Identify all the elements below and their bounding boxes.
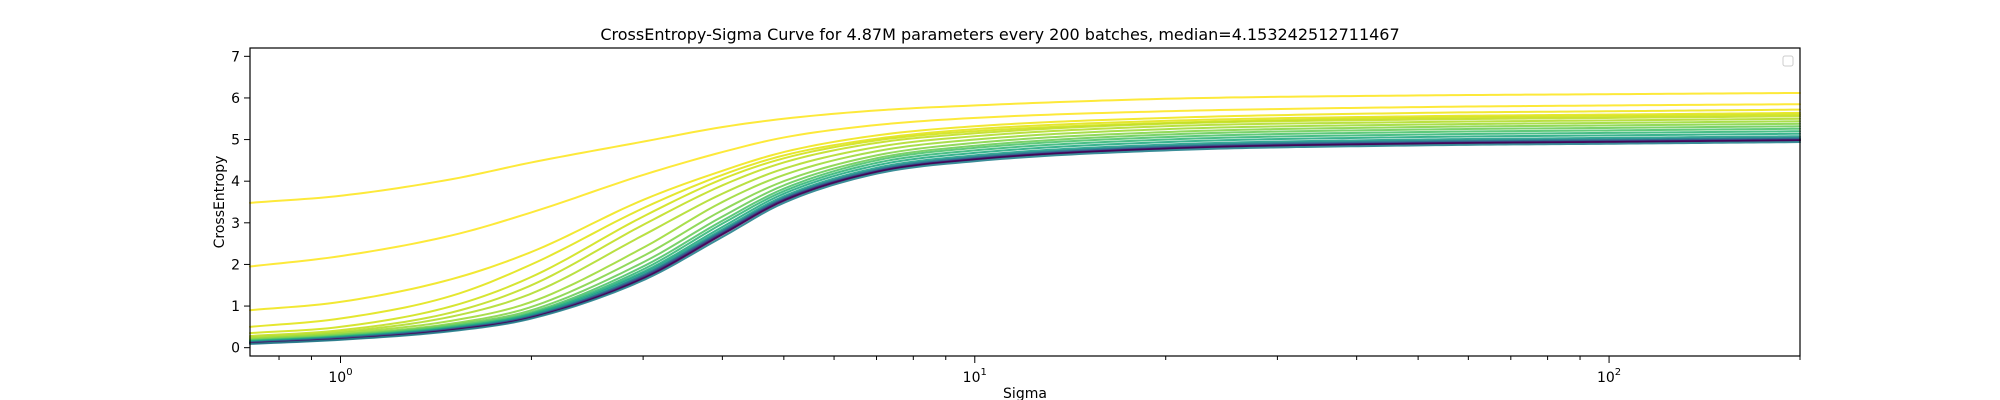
x-axis-label: Sigma	[1003, 386, 1047, 400]
x-tick-label-1: 101	[963, 367, 987, 386]
y-tick-label-3: 3	[231, 216, 240, 232]
x-tick-label-2: 102	[1597, 367, 1621, 386]
curve-series-10	[249, 127, 1801, 342]
curve-series-14	[249, 136, 1801, 344]
curves-layer	[249, 91, 1801, 345]
x-tick-label-0: 100	[328, 367, 352, 386]
plot-frame	[249, 47, 1801, 357]
curve-series-1	[249, 103, 1801, 268]
legend-box	[1782, 55, 1794, 67]
x-axis: 100 101 102	[278, 356, 1801, 386]
curve-series-17	[249, 138, 1801, 345]
curve-series-9	[249, 125, 1801, 342]
curve-series-15	[249, 137, 1801, 344]
curve-series-2	[249, 108, 1801, 312]
curve-series-8	[249, 122, 1801, 341]
y-tick-label-2: 2	[231, 257, 240, 273]
curve-series-0	[249, 91, 1801, 204]
curve-series-13	[249, 135, 1801, 343]
curve-series-18	[249, 139, 1801, 345]
y-tick-label-0: 0	[231, 341, 240, 357]
curve-series-7	[249, 120, 1801, 340]
y-axis-label: CrossEntropy	[212, 156, 228, 249]
curve-series-6	[249, 117, 1801, 339]
y-tick-label-4: 4	[231, 174, 240, 190]
y-tick-label-6: 6	[231, 91, 240, 107]
curve-series-5	[249, 115, 1801, 338]
y-tick-label-1: 1	[231, 299, 240, 315]
y-tick-label-5: 5	[231, 133, 240, 149]
chart-title: CrossEntropy-Sigma Curve for 4.87M param…	[600, 25, 1399, 44]
curve-series-19	[249, 141, 1801, 345]
curve-series-4	[249, 113, 1801, 335]
curve-series-16	[249, 138, 1801, 344]
y-tick-label-7: 7	[231, 49, 240, 65]
y-axis: 0 1 2 3 4 5 6 7	[231, 49, 250, 357]
curve-series-3	[249, 111, 1801, 328]
